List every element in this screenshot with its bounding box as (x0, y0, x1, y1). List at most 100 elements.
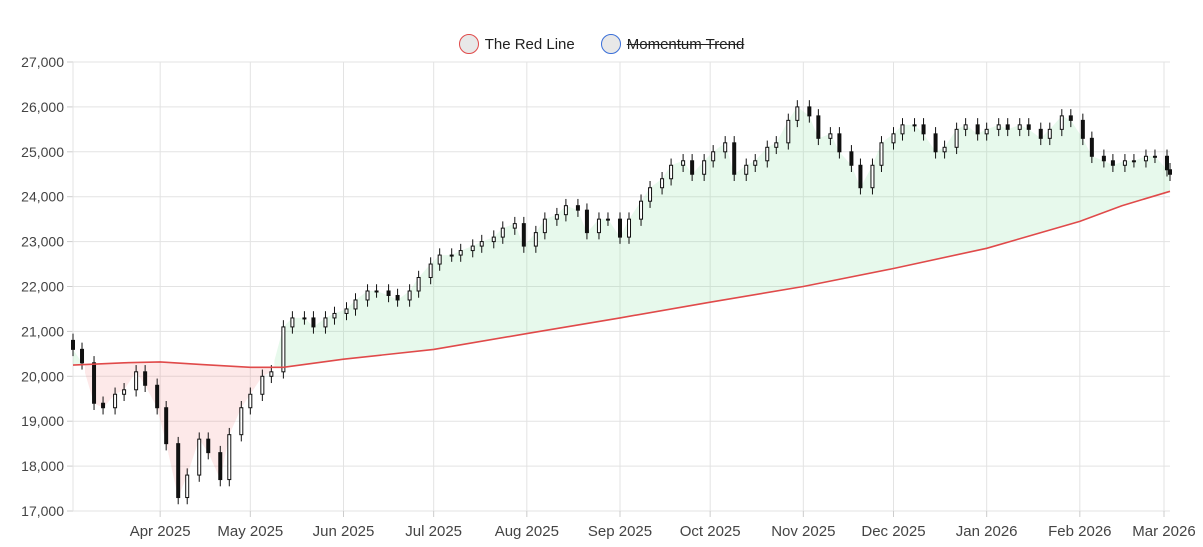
candle-body (248, 393, 253, 409)
x-tick-label: Mar 2026 (1132, 523, 1195, 540)
candle-body (627, 218, 632, 238)
legend-label-momentum-trend: Momentum Trend (626, 35, 745, 53)
candle-body (269, 371, 274, 377)
candle-body (1005, 124, 1010, 130)
y-tick-label: 17,000 (21, 503, 64, 519)
candle-body (1068, 115, 1073, 121)
x-tick-label: Apr 2025 (130, 523, 191, 540)
candle-body (1089, 137, 1094, 157)
candle-body (206, 438, 211, 454)
fill-below-red-line (85, 361, 272, 498)
candle-body (395, 294, 400, 301)
candle-body (858, 164, 863, 189)
candle-body (311, 317, 316, 328)
legend: The Red Line Momentum Trend (0, 30, 1203, 58)
candle-body (101, 402, 106, 409)
y-tick-label: 26,000 (21, 99, 64, 115)
candle-body (996, 124, 1001, 130)
candle-body (879, 142, 884, 166)
candle-body (1080, 119, 1085, 139)
y-tick-label: 24,000 (21, 189, 64, 205)
candle-body (134, 371, 139, 391)
candle-body (702, 160, 707, 175)
candle-body (786, 119, 791, 144)
candle-body (605, 218, 610, 221)
candle-body (323, 317, 328, 328)
legend-label-the-red-line: The Red Line (484, 35, 575, 53)
candle-body (1168, 169, 1172, 175)
candle-body (143, 371, 148, 386)
candle-body (416, 277, 421, 292)
candle-body (521, 223, 526, 247)
candle-body (912, 124, 917, 127)
legend-item-the-red-line[interactable]: The Red Line (458, 34, 575, 54)
candle-body (260, 375, 265, 395)
x-tick-label: Jul 2025 (405, 523, 462, 540)
candle-body (765, 146, 770, 162)
candle-body (921, 124, 926, 135)
candle-body (639, 200, 644, 220)
candle-body (563, 205, 568, 216)
candle-body (290, 317, 295, 328)
candle-body (870, 164, 875, 189)
candle-body (470, 245, 475, 252)
y-tick-label: 18,000 (21, 458, 64, 474)
x-tick-label: Sep 2025 (588, 523, 652, 540)
red-line-series (72, 190, 1171, 369)
candle-body (512, 223, 517, 229)
candle-body (239, 407, 244, 436)
y-tick-label: 22,000 (21, 279, 64, 295)
candle-body (837, 133, 842, 153)
x-tick-label: Nov 2025 (771, 523, 835, 540)
candle-body (933, 133, 938, 153)
candle-body (458, 250, 463, 256)
candle-body (828, 133, 833, 139)
candle-body (302, 317, 307, 320)
candle-body (660, 178, 665, 189)
candle-body (795, 106, 800, 121)
candle-body (491, 236, 496, 243)
y-tick-label: 27,000 (21, 54, 64, 70)
candle-body (122, 389, 127, 395)
x-tick-label: Oct 2025 (680, 523, 741, 540)
candle-body (975, 124, 980, 135)
candle-body (1026, 124, 1031, 130)
candle-body (374, 290, 379, 293)
legend-item-momentum-trend[interactable]: Momentum Trend (600, 34, 745, 54)
candle-body (711, 151, 716, 162)
candle-body (365, 290, 370, 301)
candle-body (185, 474, 190, 499)
y-tick-label: 20,000 (21, 368, 64, 384)
candle-body (669, 164, 674, 180)
candle-body (80, 348, 85, 364)
y-tick-label: 25,000 (21, 144, 64, 160)
x-tick-label: Aug 2025 (495, 523, 559, 540)
candle-body (479, 241, 484, 247)
candle-body (1038, 128, 1043, 139)
candle-body (113, 393, 118, 409)
candle-body (92, 362, 97, 404)
candle-body (575, 205, 580, 211)
candle-body (984, 128, 989, 135)
candle-body (1110, 160, 1115, 166)
candle-body (617, 218, 622, 238)
candle-body (1059, 115, 1064, 130)
candle-body (197, 438, 202, 476)
red-line-swatch-icon (458, 34, 479, 54)
candle-body (648, 187, 653, 202)
fill-above-red-line (274, 106, 1170, 368)
y-tick-label: 21,000 (21, 323, 64, 339)
x-tick-label: Jan 2026 (956, 523, 1018, 540)
candle-body (386, 290, 391, 296)
y-tick-label: 19,000 (21, 413, 64, 429)
x-tick-label: Feb 2026 (1048, 523, 1111, 540)
candle-body (1047, 128, 1052, 139)
candle-body (554, 214, 559, 220)
candle-body (732, 142, 737, 175)
candle-body (176, 443, 181, 499)
x-tick-label: Jun 2025 (313, 523, 375, 540)
x-tick-label: May 2025 (217, 523, 283, 540)
candle-body (155, 384, 160, 409)
